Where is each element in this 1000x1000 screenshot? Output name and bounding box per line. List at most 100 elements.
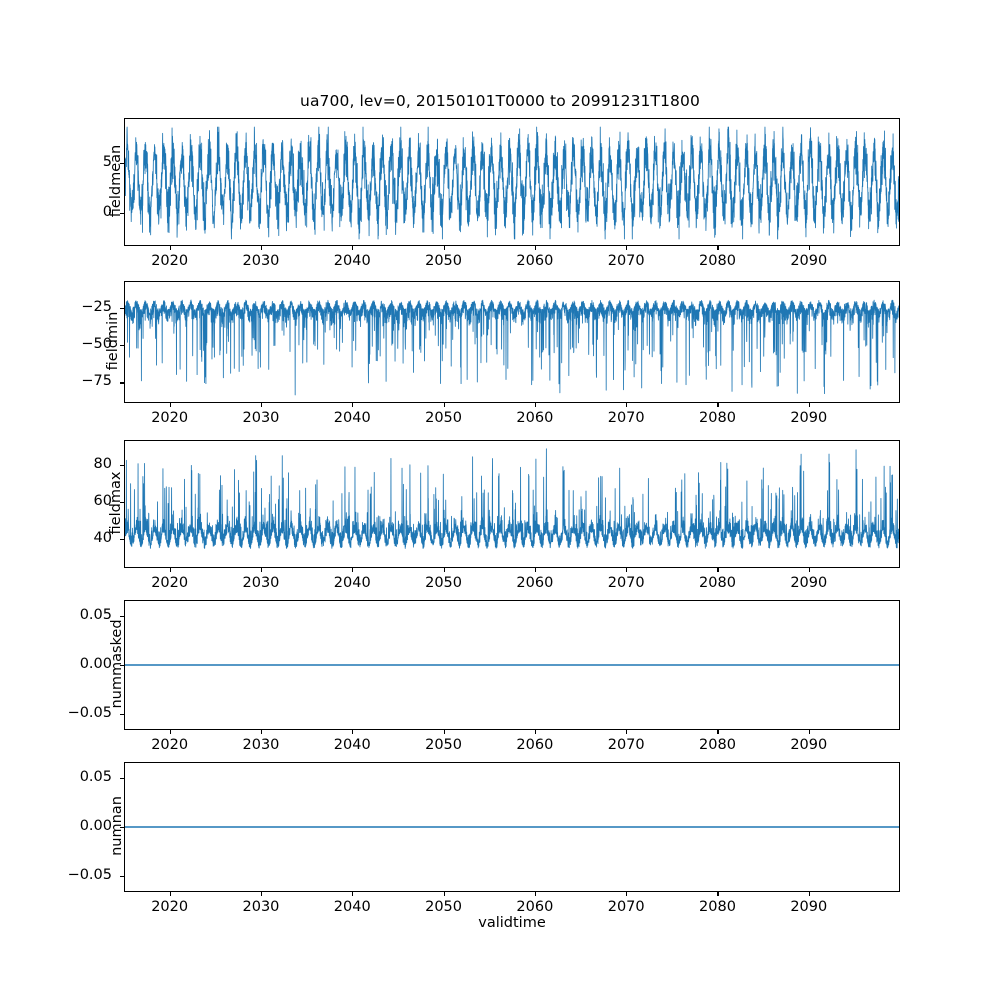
- x-tick-label: 2070: [607, 575, 645, 591]
- x-tick-label: 2060: [516, 575, 554, 591]
- y-tick-mark: [119, 344, 124, 347]
- y-tick-label: 5: [102, 154, 112, 171]
- y-tick-label: −75: [81, 373, 112, 390]
- y-tick-mark: [119, 502, 124, 504]
- y-tick-label: 0.05: [79, 768, 112, 785]
- x-tick-label: 2020: [151, 899, 189, 915]
- y-axis-label-fieldmean: fieldmean: [108, 144, 124, 218]
- x-tick-mark: [169, 730, 171, 735]
- x-tick-label: 2080: [699, 899, 736, 915]
- y-tick-label: 0.00: [79, 818, 112, 834]
- plot-panel-nummasked: [124, 600, 900, 730]
- x-tick-mark: [169, 246, 171, 251]
- x-tick-label: 2020: [151, 410, 189, 426]
- plot-panel-fieldmean: [124, 118, 900, 246]
- x-tick-mark: [626, 568, 628, 573]
- x-tick-mark: [352, 730, 354, 735]
- x-tick-mark: [717, 730, 719, 735]
- x-tick-label: 2060: [516, 410, 554, 426]
- x-tick-label: 2070: [607, 899, 645, 915]
- x-tick-mark: [626, 892, 628, 897]
- x-tick-mark: [534, 403, 536, 408]
- x-tick-mark: [352, 568, 354, 573]
- x-tick-mark: [169, 403, 171, 408]
- x-tick-mark: [626, 403, 628, 408]
- data-line-fieldmax: [125, 448, 899, 549]
- x-tick-label: 2050: [425, 253, 463, 269]
- x-tick-mark: [717, 246, 719, 251]
- x-tick-mark: [443, 892, 445, 897]
- x-tick-mark: [626, 730, 628, 735]
- x-tick-label: 2040: [333, 737, 371, 753]
- y-tick-label: 60: [93, 493, 112, 510]
- x-tick-label: 2060: [516, 737, 554, 753]
- x-tick-mark: [352, 892, 354, 897]
- x-tick-mark: [626, 246, 628, 251]
- x-tick-mark: [808, 246, 810, 251]
- x-tick-mark: [260, 403, 263, 408]
- figure-title: ua700, lev=0, 20150101T0000 to 20991231T…: [300, 92, 700, 110]
- x-tick-label: 2070: [607, 253, 645, 269]
- y-tick-label: 0: [102, 203, 112, 220]
- x-tick-label: 2070: [607, 737, 645, 753]
- x-tick-label: 2050: [425, 899, 463, 915]
- plot-panel-numnan: [124, 762, 900, 892]
- y-tick-label: 40: [93, 530, 112, 547]
- x-tick-label: 2090: [790, 899, 828, 915]
- x-tick-mark: [808, 403, 810, 408]
- plot-panel-fieldmin: [124, 281, 900, 403]
- data-line-fieldmin: [125, 299, 899, 396]
- x-tick-label: 2080: [699, 737, 736, 753]
- x-tick-label: 2030: [242, 737, 280, 753]
- x-tick-label: 2020: [151, 253, 189, 269]
- x-tick-mark: [260, 246, 263, 251]
- x-tick-mark: [443, 246, 445, 251]
- y-tick-label: −0.05: [67, 867, 112, 884]
- x-tick-label: 2070: [607, 410, 645, 426]
- plot-panel-fieldmax: [124, 440, 900, 568]
- y-tick-label: 80: [93, 456, 112, 473]
- x-tick-mark: [534, 730, 536, 735]
- y-tick-label: −25: [81, 298, 112, 315]
- x-tick-label: 2030: [242, 575, 280, 591]
- y-tick-mark: [119, 539, 124, 541]
- x-axis-label: validtime: [478, 915, 546, 931]
- x-tick-label: 2050: [425, 575, 463, 591]
- x-tick-label: 2080: [699, 410, 736, 426]
- x-tick-label: 2060: [516, 253, 554, 269]
- x-tick-mark: [260, 730, 263, 735]
- x-tick-mark: [443, 568, 445, 573]
- y-tick-mark: [119, 307, 124, 309]
- x-tick-label: 2090: [790, 253, 828, 269]
- x-tick-label: 2020: [151, 575, 189, 591]
- x-tick-mark: [352, 246, 354, 251]
- x-tick-label: 2020: [151, 737, 189, 753]
- x-tick-mark: [443, 730, 445, 735]
- data-line-fieldmean: [125, 126, 899, 240]
- x-tick-label: 2030: [242, 899, 280, 915]
- x-tick-label: 2080: [699, 253, 736, 269]
- x-tick-mark: [534, 568, 536, 573]
- x-tick-mark: [808, 730, 810, 735]
- x-tick-mark: [534, 892, 536, 897]
- x-tick-mark: [717, 568, 719, 573]
- x-tick-label: 2030: [242, 410, 280, 426]
- x-tick-mark: [534, 246, 536, 251]
- y-tick-mark: [119, 714, 124, 716]
- x-tick-mark: [808, 892, 810, 897]
- x-tick-mark: [717, 892, 719, 897]
- data-line-nummasked: [125, 664, 899, 666]
- x-tick-mark: [169, 892, 171, 897]
- y-tick-mark: [119, 777, 124, 780]
- y-tick-label: 0.05: [79, 606, 112, 623]
- y-tick-label: 0.00: [79, 656, 112, 672]
- x-tick-label: 2090: [790, 737, 828, 753]
- x-tick-label: 2050: [425, 410, 463, 426]
- y-tick-label: −50: [81, 335, 112, 352]
- x-tick-mark: [352, 403, 354, 408]
- y-tick-mark: [119, 212, 124, 215]
- x-tick-mark: [808, 568, 810, 573]
- y-tick-mark: [119, 876, 124, 878]
- y-tick-mark: [119, 827, 124, 829]
